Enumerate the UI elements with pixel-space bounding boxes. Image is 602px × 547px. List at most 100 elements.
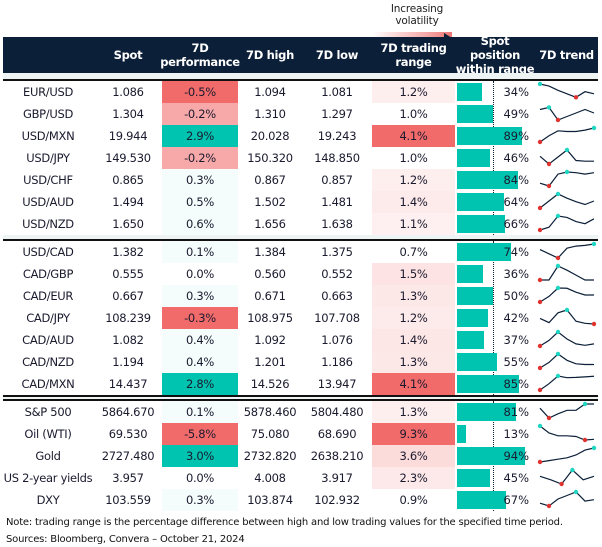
spot-value: 1.086 <box>112 85 144 99</box>
trend-sparkline <box>539 467 595 487</box>
trend-sparkline <box>537 81 595 100</box>
instrument-name: USD/CHF <box>23 173 73 187</box>
position-value: 36% <box>503 267 529 281</box>
trend-line <box>539 425 595 441</box>
legend-label: Increasing volatility <box>390 3 444 27</box>
trend-line <box>539 193 595 209</box>
spot-value: 3.957 <box>112 471 144 485</box>
trend-max-marker <box>564 307 570 313</box>
sources: Sources: Bloomberg, Convera – October 21… <box>6 534 245 545</box>
trend-max-marker <box>546 105 552 110</box>
spot-value: 2727.480 <box>101 449 155 463</box>
range-value: 1.2% <box>372 81 455 103</box>
table-row: USD/CHF 0.865 0.3% 0.867 0.857 1.2% 84% <box>3 169 598 191</box>
perf-value: 2.8% <box>162 373 238 395</box>
perf-value: 0.0% <box>162 263 238 285</box>
high-value: 20.028 <box>250 129 290 143</box>
table-row: Gold 2727.480 3.0% 2732.820 2638.210 3.6… <box>3 445 598 467</box>
position-bar <box>457 127 522 145</box>
range-value: 1.3% <box>372 285 455 307</box>
midpoint-line <box>493 81 494 235</box>
instrument-name: Gold <box>35 449 61 463</box>
trend-min-marker <box>559 481 564 487</box>
spot-value: 69.530 <box>108 427 148 441</box>
range-value: 1.3% <box>372 351 455 373</box>
table-row: S&P 500 5864.670 0.1% 5878.460 5804.480 … <box>3 401 598 423</box>
position-bar <box>457 215 505 233</box>
col-perf: 7D performance <box>160 41 240 69</box>
trend-min-marker <box>537 205 543 211</box>
high-value: 1.092 <box>254 333 286 347</box>
high-value: 1.094 <box>254 85 286 99</box>
range-value: 1.5% <box>372 263 455 285</box>
position-value: 89% <box>503 129 529 143</box>
spot-value: 0.865 <box>112 173 144 187</box>
position-bar <box>457 353 497 371</box>
low-value: 1.375 <box>321 245 353 259</box>
trend-min-marker <box>537 365 543 371</box>
high-value: 108.975 <box>247 311 293 325</box>
group-divider <box>3 239 598 241</box>
instrument-name: CAD/MXN <box>21 377 75 391</box>
perf-value: 0.0% <box>162 467 238 489</box>
trend-min-marker <box>582 437 588 443</box>
range-value: 3.6% <box>372 445 455 467</box>
instrument-name: USD/MXN <box>21 129 75 143</box>
high-value: 0.867 <box>254 173 286 187</box>
spot-value: 19.944 <box>108 129 148 143</box>
low-value: 2638.210 <box>310 449 364 463</box>
position-value: 50% <box>503 289 529 303</box>
trend-min-marker <box>546 183 552 189</box>
perf-value: 0.3% <box>162 489 238 511</box>
position-value: 84% <box>503 173 529 187</box>
trend-min-marker <box>573 95 579 100</box>
trend-line <box>539 287 594 303</box>
spot-value: 1.194 <box>112 355 144 369</box>
instrument-name: CAD/NZD <box>22 355 74 369</box>
range-value: 1.2% <box>372 307 455 329</box>
trend-max-marker <box>555 191 561 197</box>
table-row: CAD/MXN 14.437 2.8% 14.526 13.947 4.1% 8… <box>3 373 598 395</box>
trend-line <box>539 375 595 391</box>
table-row: Oil (WTI) 69.530 -5.8% 75.080 68.690 9.3… <box>3 423 598 445</box>
trend-max-marker <box>537 423 543 429</box>
perf-value: 0.4% <box>162 351 238 373</box>
high-value: 0.671 <box>254 289 286 303</box>
spot-value: 1.650 <box>112 217 144 231</box>
trend-min-marker <box>546 503 552 509</box>
table-row: USD/JPY 149.530 -0.2% 150.320 148.850 1.… <box>3 147 598 169</box>
col-range: 7D trading range <box>380 41 447 69</box>
trend-sparkline <box>537 213 595 233</box>
instrument-name: CAD/AUD <box>22 333 74 347</box>
trend-max-marker <box>591 445 597 451</box>
range-value: 9.3% <box>372 423 455 445</box>
col-low: 7D low <box>315 48 359 62</box>
position-value: 34% <box>503 85 529 99</box>
position-value: 42% <box>503 311 529 325</box>
trend-sparkline <box>539 401 594 421</box>
perf-value: -0.2% <box>162 103 238 125</box>
range-value: 2.3% <box>372 467 455 489</box>
table-row: GBP/USD 1.304 -0.2% 1.310 1.297 1.0% 49% <box>3 103 598 125</box>
position-bar <box>457 375 519 393</box>
spot-value: 103.559 <box>105 493 151 507</box>
perf-value: 0.3% <box>162 169 238 191</box>
high-value: 5878.460 <box>243 405 297 419</box>
position-bar <box>457 83 482 101</box>
position-bar <box>457 287 494 305</box>
instrument-name: EUR/USD <box>22 85 74 99</box>
perf-value: -5.8% <box>162 423 238 445</box>
spot-value: 5864.670 <box>101 405 155 419</box>
perf-value: 0.3% <box>162 285 238 307</box>
trend-min-marker <box>537 459 543 465</box>
low-value: 107.708 <box>314 311 360 325</box>
low-value: 68.690 <box>317 427 357 441</box>
trend-line <box>539 491 595 507</box>
spot-value: 1.494 <box>112 195 144 209</box>
range-value: 0.7% <box>372 241 455 263</box>
trend-line <box>539 243 595 259</box>
perf-value: 3.0% <box>162 445 238 467</box>
position-bar <box>457 193 504 211</box>
trend-max-marker <box>555 351 561 357</box>
low-value: 0.857 <box>321 173 353 187</box>
